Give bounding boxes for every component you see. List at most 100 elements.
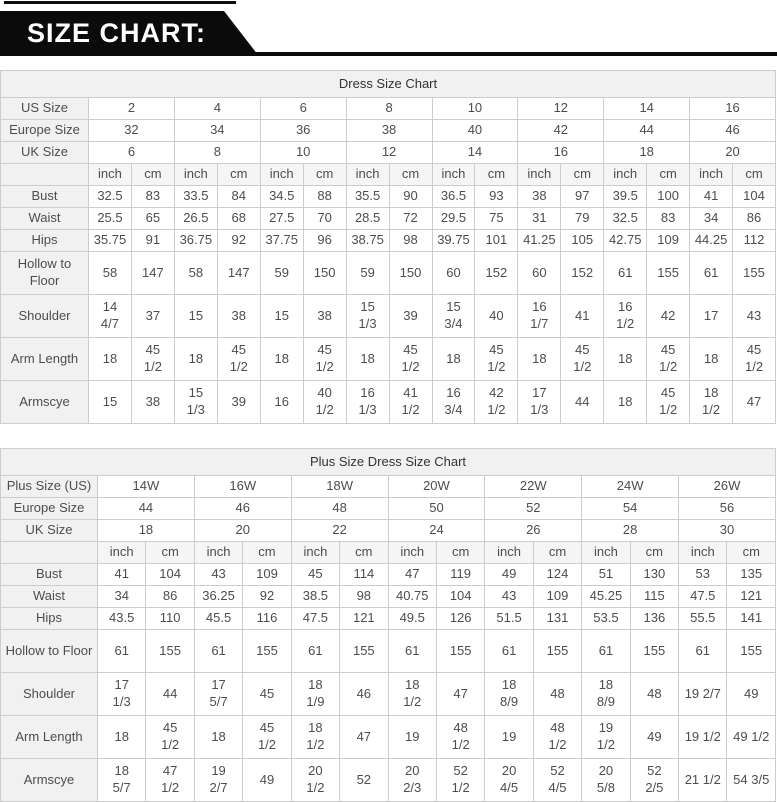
measure-value-cm: 155 [145,629,195,673]
unit-header: inch [173,163,218,186]
unit-header: cm [130,163,175,186]
measure-value-cm: 43 [732,294,776,338]
measure-value-cm: 104 [145,563,195,586]
measure-value-cm: 44 [145,672,195,716]
measure-value-inch: 20 5/8 [581,758,631,802]
measure-value-inch: 19 1/2 [581,715,631,759]
measure-value-cm: 109 [242,563,292,586]
measure-value-inch: 15 [259,294,304,338]
measure-value-cm: 155 [732,251,776,295]
measure-value-cm: 65 [130,207,175,230]
measure-value-inch: 25.5 [88,207,132,230]
unit-header: inch [387,541,437,564]
measure-value-cm: 155 [339,629,389,673]
measure-value-inch: 31 [517,207,562,230]
size-value-cell: 2 [88,97,175,120]
measure-value-cm: 115 [629,585,680,608]
size-value-cell: 46 [689,119,776,142]
measure-value-cm: 68 [216,207,261,230]
measure-row-label: Armscye [0,758,98,802]
measure-value-inch: 59 [345,251,390,295]
size-value-cell: 22W [484,475,583,498]
measure-value-inch: 19 [387,715,437,759]
measure-value-inch: 35.5 [345,185,390,208]
measure-value-cm: 38 [130,380,175,424]
table-title: Dress Size Chart [0,70,776,98]
measure-value-cm: 135 [726,563,776,586]
measure-value-cm: 84 [216,185,261,208]
banner-ribbon: SIZE CHART: [0,11,258,55]
measure-value-cm: 100 [646,185,691,208]
unit-header: inch [88,163,132,186]
measure-value-cm: 48 1/2 [435,715,486,759]
size-value-cell: 20W [387,475,486,498]
size-value-cell: 8 [345,97,433,120]
measure-value-inch: 47 [387,563,437,586]
size-value-cell: 16 [689,97,776,120]
size-value-cell: 54 [581,497,680,520]
measure-value-cm: 49 [629,715,680,759]
top-divider [4,1,236,4]
unit-header: inch [581,541,631,564]
measure-value-cm: 37 [130,294,175,338]
measure-value-cm: 45 1/2 [130,337,175,381]
measure-value-inch: 59 [259,251,304,295]
size-row-label: Plus Size (US) [0,475,98,498]
measure-value-inch: 39.75 [431,229,476,252]
measure-value-inch: 47.5 [678,585,728,608]
measure-value-cm: 41 1/2 [388,380,433,424]
measure-value-inch: 58 [88,251,132,295]
size-value-cell: 32 [88,119,175,142]
measure-value-inch: 41.25 [517,229,562,252]
measure-value-inch: 47.5 [290,607,341,630]
measure-value-cm: 52 [339,758,389,802]
measure-value-cm: 155 [646,251,691,295]
measure-value-cm: 41 [560,294,605,338]
measure-value-cm: 45 1/2 [474,337,519,381]
measure-value-inch: 18 [193,715,244,759]
unit-header: cm [646,163,691,186]
size-value-cell: 14W [97,475,195,498]
size-value-cell: 48 [290,497,389,520]
measure-value-inch: 61 [290,629,341,673]
measure-row-label: Waist [0,207,89,230]
measure-value-cm: 86 [145,585,195,608]
size-value-cell: 16W [193,475,292,498]
measure-value-inch: 61 [581,629,631,673]
measure-value-cm: 49 1/2 [726,715,776,759]
page-title: SIZE CHART: [27,17,206,48]
measure-value-inch: 61 [193,629,244,673]
unit-header: cm [145,541,195,564]
measure-value-inch: 40.75 [387,585,437,608]
size-value-cell: 30 [678,519,776,542]
unit-header: inch [290,541,341,564]
measure-value-inch: 19 [484,715,534,759]
measure-value-cm: 79 [560,207,605,230]
size-value-cell: 16 [517,141,605,164]
measure-value-cm: 48 1/2 [532,715,583,759]
measure-value-cm: 147 [130,251,175,295]
measure-value-cm: 52 4/5 [532,758,583,802]
measure-value-inch: 51.5 [484,607,534,630]
measure-value-inch: 45.5 [193,607,244,630]
measure-value-cm: 38 [302,294,347,338]
measure-value-cm: 45 1/2 [216,337,261,381]
measure-value-cm: 48 [532,672,583,716]
size-value-cell: 36 [259,119,347,142]
measure-value-cm: 44 [560,380,605,424]
measure-value-inch: 38.5 [290,585,341,608]
measure-value-inch: 16 1/2 [603,294,648,338]
measure-value-cm: 97 [560,185,605,208]
size-value-cell: 46 [193,497,292,520]
measure-value-inch: 15 1/3 [345,294,390,338]
dress-size-chart-table: Dress Size Chart US Size 2 4 6 8 10 12 14 16 Europ… [0,70,776,424]
measure-value-cm: 101 [474,229,519,252]
measure-value-inch: 18 1/2 [689,380,734,424]
measure-value-cm: 48 [629,672,680,716]
size-value-cell: 6 [259,97,347,120]
measure-value-inch: 17 5/7 [193,672,244,716]
unit-header: cm [726,541,776,564]
measure-row-label: Hollow to Floor [0,251,89,295]
measure-value-cm: 141 [726,607,776,630]
